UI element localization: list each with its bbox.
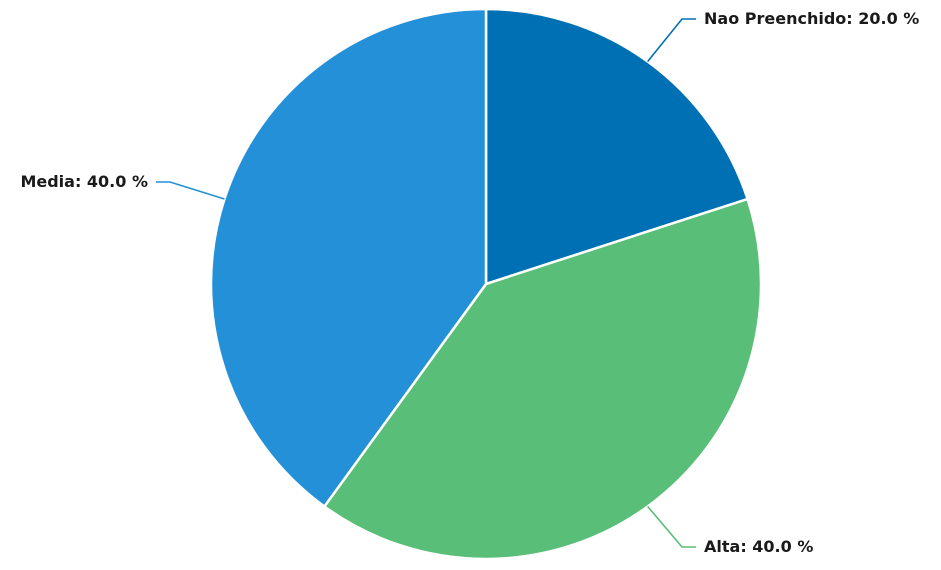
pie-slice-media[interactable] [209,7,488,508]
slices-layer [209,7,763,561]
pie-slice-alta[interactable] [323,197,763,561]
data-label-media: Media: 40.0 % [20,172,148,191]
labels-layer: Nao Preenchido: 20.0 % Alta: 40.0 % Media:… [20,9,919,556]
connector-media [156,181,225,200]
connectors-layer [156,18,696,548]
connector-alta [647,505,696,548]
connector-nao-preenchido [647,18,696,63]
data-label-alta: Alta: 40.0 % [704,537,813,556]
data-label-nao-preenchido: Nao Preenchido: 20.0 % [704,9,919,28]
